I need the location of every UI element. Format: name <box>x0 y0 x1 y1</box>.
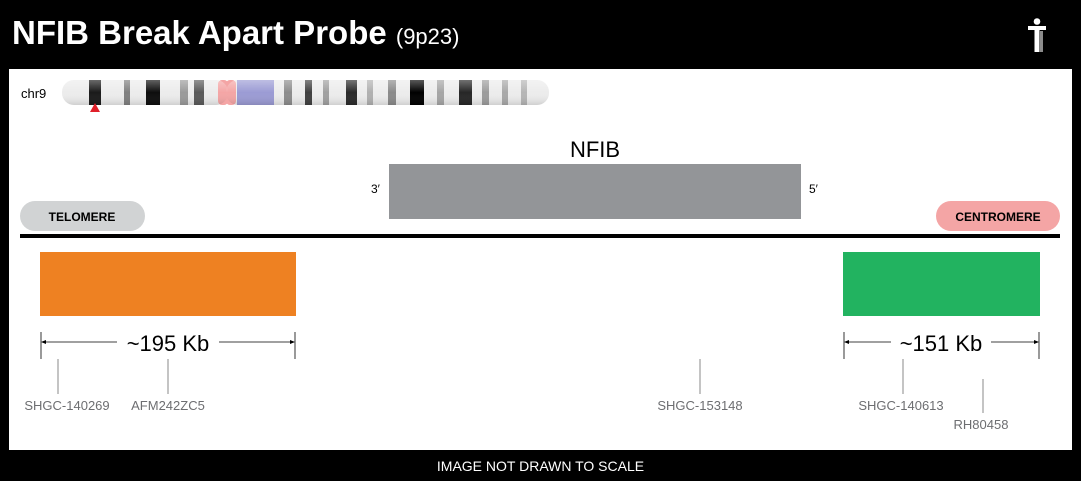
probe-diagram: chr9 NF <box>20 80 1060 432</box>
gene-5prime-label: 5′ <box>809 182 819 196</box>
centromere-pill <box>936 201 1060 231</box>
gene-3prime-label: 3′ <box>371 182 381 196</box>
chromosome-band: (9p23) <box>395 24 460 49</box>
telomere-pill <box>20 201 145 231</box>
marker-label: AFM242ZC5 <box>131 398 205 413</box>
probe-orange-size-bracket <box>40 332 296 359</box>
chromosome-line <box>20 234 1060 238</box>
probe-orange-size: ~195 Kb <box>127 331 210 356</box>
page-title: NFIB Break Apart Probe (9p23) <box>12 14 459 52</box>
gene-bar <box>389 164 801 219</box>
marker-label: SHGC-140269 <box>24 398 109 413</box>
person-icon <box>1028 18 1046 52</box>
probe-green-size: ~151 Kb <box>900 331 983 356</box>
gene-name: NFIB <box>570 137 620 162</box>
marker-label: SHGC-153148 <box>657 398 742 413</box>
chromosome-ideogram <box>62 80 549 105</box>
locus-marker <box>90 103 100 112</box>
probe-green <box>843 252 1040 316</box>
probe-orange <box>40 252 296 316</box>
header: NFIB Break Apart Probe (9p23) <box>0 0 1081 68</box>
probe-green-size-bracket <box>843 332 1040 359</box>
diagram-panel: chr9 NF <box>9 69 1072 450</box>
marker-label: SHGC-140613 <box>858 398 943 413</box>
centromere-label: CENTROMERE <box>955 210 1040 224</box>
title-text: NFIB Break Apart Probe <box>12 14 387 51</box>
marker-ticks <box>57 359 984 413</box>
footer-note: IMAGE NOT DRAWN TO SCALE <box>436 458 645 474</box>
chromosome-label: chr9 <box>21 86 46 101</box>
telomere-label: TELOMERE <box>49 210 116 224</box>
marker-label: RH80458 <box>954 417 1009 432</box>
